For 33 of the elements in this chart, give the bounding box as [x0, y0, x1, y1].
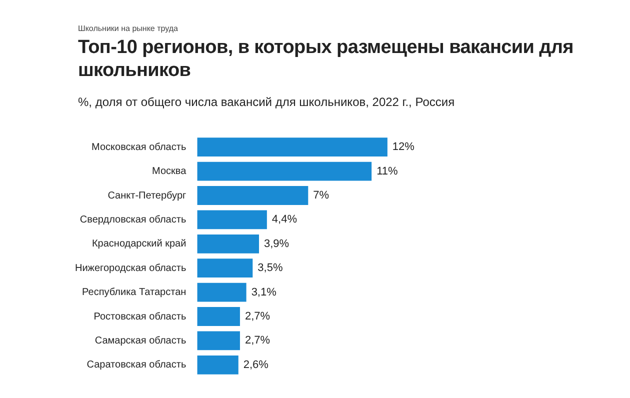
y-tick-label: Свердловская область	[80, 214, 186, 226]
bar	[197, 282, 246, 302]
y-tick-label: Республика Татарстан	[82, 287, 186, 298]
data-label: 7%	[313, 190, 330, 202]
y-tick-label: Московская область	[92, 142, 186, 153]
data-label: 2,7%	[244, 310, 270, 323]
chart-title: Топ-10 регионов, в которых размещены вакансии для школьников	[78, 36, 574, 82]
bar	[197, 210, 267, 230]
data-label: 12%	[392, 141, 415, 154]
data-label: 3,5%	[258, 262, 283, 274]
bar	[197, 307, 240, 326]
chart-subtitle: %, доля от общего числа вакансий для школьников, 2022 г., Россия	[78, 95, 455, 109]
data-label: 2,6%	[243, 358, 269, 371]
y-tick-label: Краснодарский край	[92, 238, 186, 250]
y-tick-label: Москва	[152, 166, 187, 178]
bar	[197, 234, 259, 254]
data-label: 11%	[376, 165, 398, 178]
data-label: 3,9%	[264, 238, 290, 250]
text: Школьники на рынке труда	[78, 24, 178, 33]
data-label: 3,1%	[251, 286, 277, 298]
data-label: 2,7%	[244, 334, 270, 347]
bar	[197, 186, 308, 205]
y-tick-label: Самарская область	[94, 335, 186, 346]
bar	[197, 162, 372, 181]
y-tick-label: Ростовская область	[94, 311, 186, 322]
bar	[197, 355, 238, 374]
y-tick-label: Саратовская область	[86, 360, 186, 371]
bar	[197, 138, 388, 157]
bar	[197, 331, 240, 350]
y-tick-label: Нижегородская область	[74, 262, 186, 274]
bar	[197, 258, 253, 278]
data-label: 4,4%	[272, 214, 298, 226]
y-tick-label: Санкт-Петербург	[108, 190, 187, 202]
